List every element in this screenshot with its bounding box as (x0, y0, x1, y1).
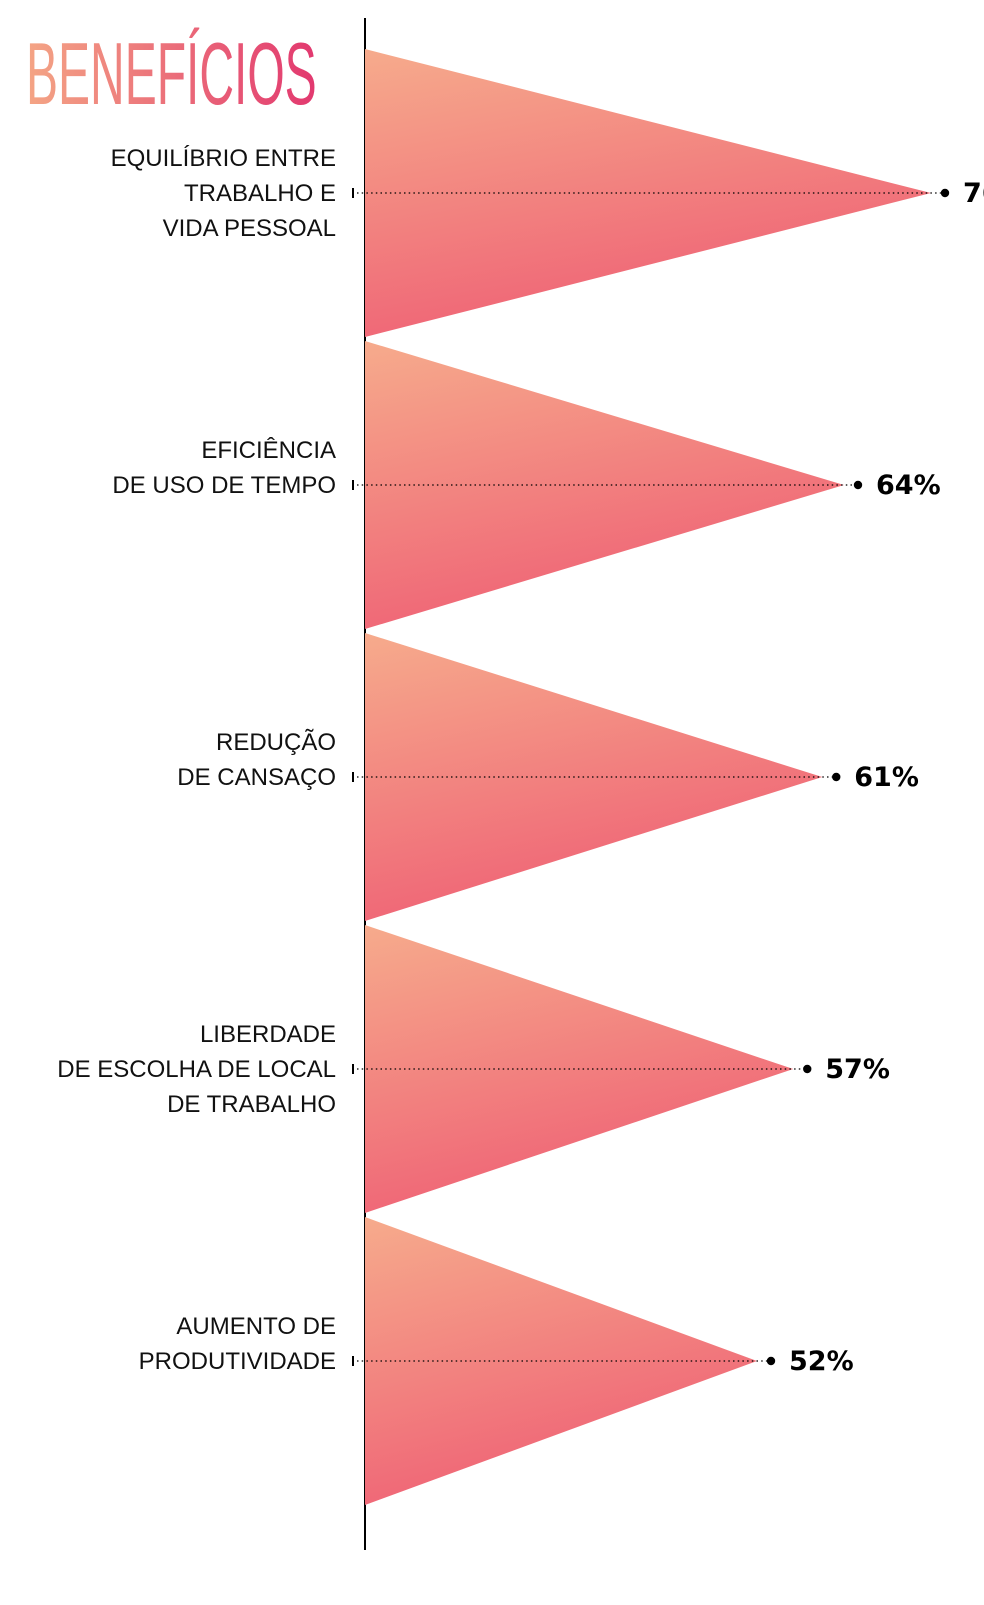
value-label: 61% (854, 762, 919, 793)
chart-title: BENEFÍCIOS (26, 26, 317, 124)
category-label: VIDA PESSOAL (163, 215, 336, 242)
category-label: LIBERDADE (200, 1021, 336, 1048)
value-dot (832, 772, 841, 782)
category-label: TRABALHO E (184, 180, 336, 207)
category-label: REDUÇÃO (216, 729, 336, 756)
triangle-bar (365, 1217, 757, 1505)
category-label: DE ESCOLHA DE LOCAL (57, 1056, 336, 1083)
value-dot (766, 1356, 776, 1366)
category-label: EQUILÍBRIO ENTRE (111, 145, 336, 172)
triangle-bar (365, 633, 823, 921)
value-label: 52% (789, 1346, 854, 1377)
value-label: 76% (963, 178, 984, 209)
triangle-bar (365, 49, 931, 337)
value-dot (803, 1064, 812, 1074)
category-label: PRODUTIVIDADE (139, 1348, 336, 1375)
value-label: 64% (876, 470, 941, 501)
category-label: DE CANSAÇO (177, 764, 336, 791)
value-label: 57% (825, 1054, 890, 1085)
value-dot (853, 480, 863, 490)
category-label: AUMENTO DE (176, 1313, 336, 1340)
category-label: EFICIÊNCIA (201, 437, 336, 464)
category-label: DE TRABALHO (167, 1091, 336, 1118)
category-label: DE USO DE TEMPO (112, 472, 336, 499)
triangle-bar (365, 341, 844, 629)
value-dot (940, 188, 950, 198)
